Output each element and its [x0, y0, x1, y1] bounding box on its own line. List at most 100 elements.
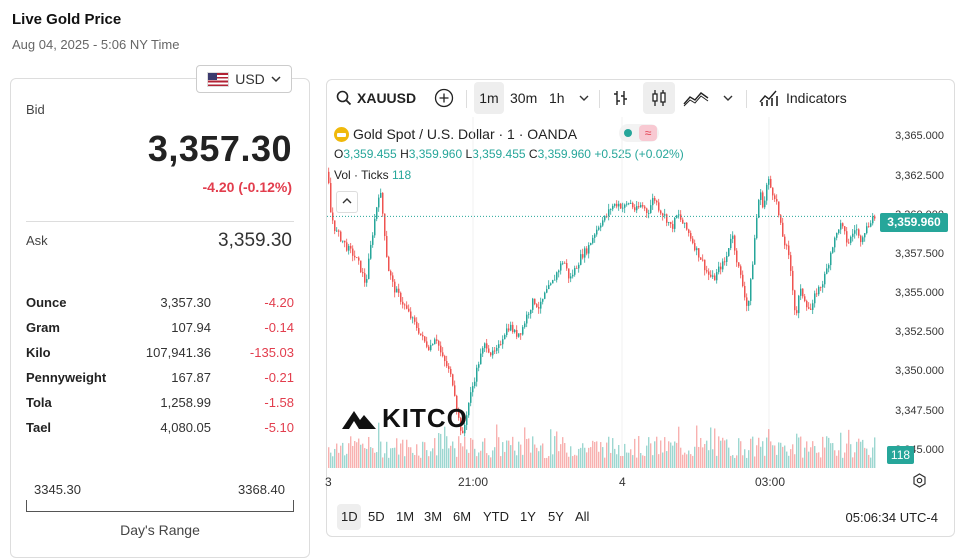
volume-bar [434, 438, 436, 468]
candle [342, 240, 344, 242]
candle [752, 264, 754, 280]
volume-bar [692, 455, 694, 468]
candle [368, 258, 370, 279]
compare-button[interactable] [434, 82, 454, 114]
candle [622, 207, 624, 209]
volume-bar [386, 441, 388, 468]
candle [422, 334, 424, 337]
candle [750, 279, 752, 301]
chart-type-dropdown[interactable] [723, 82, 733, 114]
currency-select[interactable]: USD [196, 65, 292, 93]
logo-text: KITCO [382, 403, 468, 433]
indicators-button[interactable]: Indicators [759, 82, 847, 114]
candle [824, 273, 826, 285]
volume-bar [404, 456, 406, 468]
range-ytd[interactable]: YTD [483, 509, 509, 524]
candle [348, 245, 350, 251]
unit-price: 3,357.30 [160, 295, 211, 310]
volume-bar [754, 456, 756, 468]
interval-30m[interactable]: 30m [510, 90, 538, 106]
candle [590, 243, 592, 246]
range-6m[interactable]: 6M [453, 509, 472, 524]
volume-bar [608, 436, 610, 468]
high-value: 3,359.960 [408, 147, 463, 161]
volume-bar [778, 442, 780, 468]
volume-bar [746, 457, 748, 468]
day-range-high: 3368.40 [238, 482, 285, 497]
gold-icon [334, 126, 349, 142]
chart-settings-button[interactable] [912, 473, 927, 491]
range-1y[interactable]: 1Y [520, 509, 536, 524]
page-subtitle: Aug 04, 2025 - 5:06 NY Time [12, 37, 180, 52]
bar-style-button[interactable] [612, 82, 630, 114]
candle [358, 257, 360, 261]
candle [706, 270, 708, 272]
volume-bar [794, 454, 796, 468]
candle [418, 328, 420, 334]
range-1m[interactable]: 1M [396, 509, 415, 524]
interval-1h[interactable]: 1h [549, 90, 565, 106]
volume-bar [346, 453, 348, 468]
market-status-toggle[interactable]: ≈ [619, 124, 659, 142]
candle [614, 203, 616, 206]
volume-bar [724, 440, 726, 468]
candles-button[interactable] [643, 82, 675, 114]
range-all[interactable]: All [575, 509, 590, 524]
price-axis[interactable]: 3,365.0003,362.5003,360.0003,357.5003,35… [876, 117, 954, 472]
price-chart[interactable] [327, 117, 876, 468]
candle [452, 374, 454, 386]
volume-bar [350, 436, 352, 468]
unit-price: 107.94 [171, 320, 211, 335]
interval-dropdown[interactable] [579, 82, 589, 114]
volume-bar [478, 452, 480, 468]
range-1d[interactable]: 1D [337, 504, 361, 530]
volume-bar [606, 442, 608, 468]
candle [560, 263, 562, 271]
volume-bar [842, 457, 844, 468]
candle [648, 212, 650, 214]
volume-bar [848, 429, 850, 468]
volume-bar [698, 446, 700, 468]
toolbar-divider [746, 90, 747, 108]
range-5y[interactable]: 5Y [548, 509, 564, 524]
candle [532, 298, 534, 310]
volume-bar [542, 443, 544, 468]
volume-bar [772, 445, 774, 468]
symbol-search[interactable]: XAUUSD [336, 82, 416, 114]
volume-bar [768, 429, 770, 468]
volume-bar [398, 454, 400, 468]
volume-bar [446, 436, 448, 468]
candle [508, 328, 510, 331]
volume-bar [770, 441, 772, 468]
candle [510, 324, 512, 331]
search-icon [336, 90, 352, 106]
last-volume-tag: 118 [887, 446, 914, 464]
bid-value: 3,357.30 [147, 128, 292, 169]
volume-bar [548, 456, 550, 468]
range-3m[interactable]: 3M [424, 509, 443, 524]
volume-bar [806, 441, 808, 468]
candle [836, 232, 838, 238]
area-style-button[interactable] [683, 82, 709, 114]
candle [408, 308, 410, 312]
candle [650, 205, 652, 213]
candle [864, 233, 866, 238]
volume-bar [814, 446, 816, 468]
us-flag-icon [207, 71, 230, 87]
candle [776, 199, 778, 202]
volume-bar [668, 441, 670, 468]
candle [434, 339, 436, 345]
range-5d[interactable]: 5D [368, 509, 385, 524]
volume-bar [732, 455, 734, 468]
volume-bar [636, 457, 638, 468]
candle [704, 259, 706, 271]
collapse-legend-button[interactable] [336, 191, 358, 213]
volume-bar [774, 445, 776, 468]
volume-bar [730, 455, 732, 468]
candle [608, 209, 610, 216]
candle [420, 333, 422, 335]
candle [708, 271, 710, 275]
interval-1m[interactable]: 1m [474, 82, 504, 114]
candle [866, 226, 868, 234]
volume-bar [502, 442, 504, 468]
